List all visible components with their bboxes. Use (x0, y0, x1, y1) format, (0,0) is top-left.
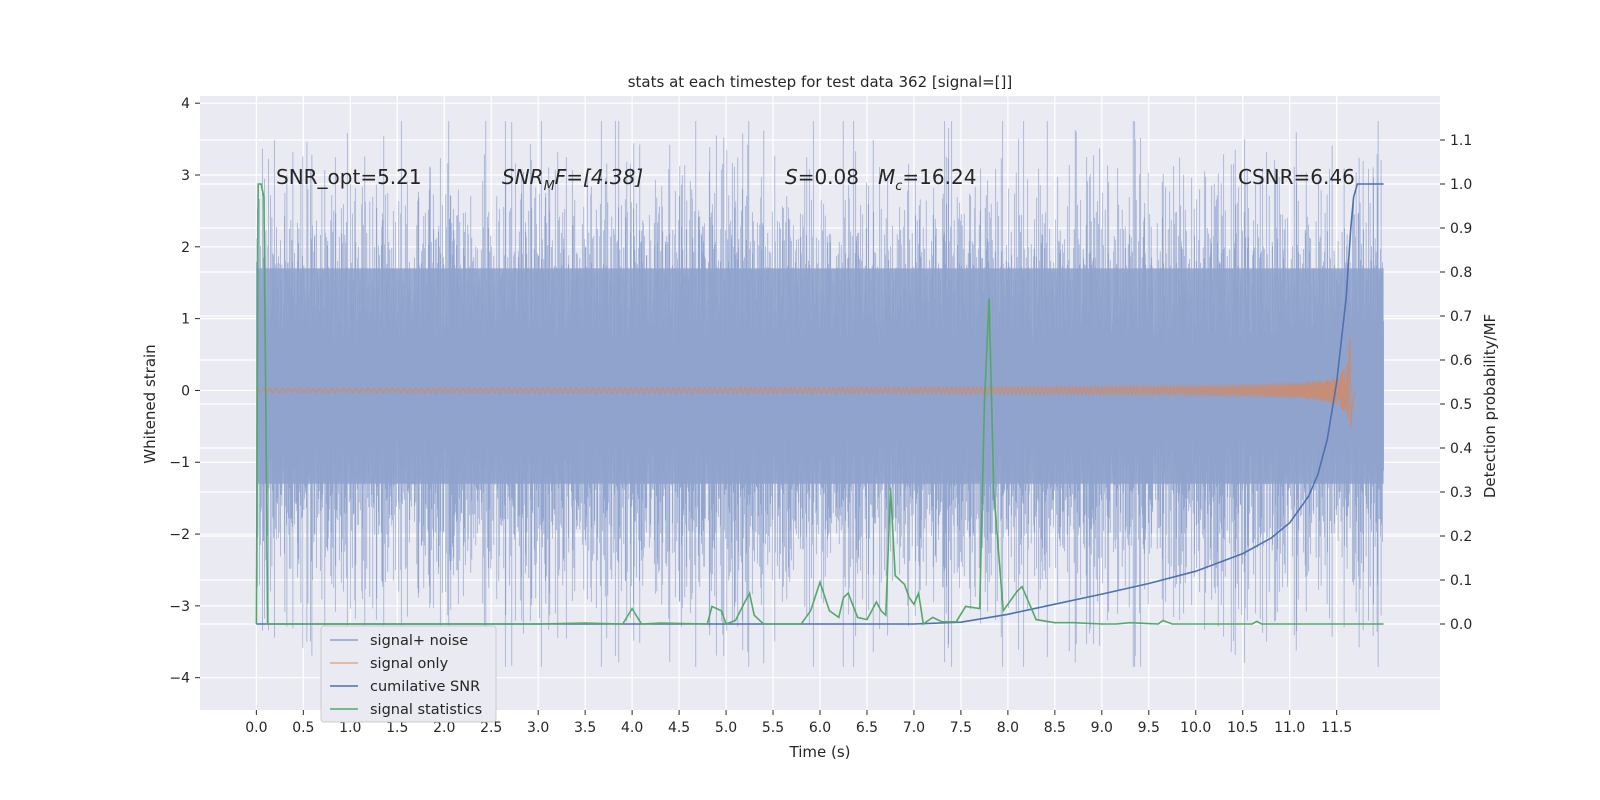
x-tick-label: 1.0 (339, 720, 361, 736)
x-tick-label: 1.5 (386, 720, 408, 736)
right-y-tick-label: 0.1 (1450, 573, 1472, 589)
left-y-tick-label: −4 (169, 671, 190, 687)
right-y-tick-label: 0.8 (1450, 265, 1472, 281)
x-tick-label: 5.0 (715, 720, 737, 736)
right-y-axis-label: Detection probability/MF (1481, 314, 1499, 498)
legend-label: signal statistics (370, 702, 482, 718)
signal-noise-series (256, 121, 1384, 667)
left-y-axis-ticks: 4 3 2 1 0 −1 −2 −3 −4 (169, 96, 200, 687)
legend-label: cumilative SNR (370, 679, 480, 695)
x-tick-label: 4.5 (668, 720, 690, 736)
x-tick-label: 7.5 (950, 720, 972, 736)
x-tick-label: 6.0 (809, 720, 831, 736)
x-tick-label: 8.5 (1044, 720, 1066, 736)
right-y-tick-label: 0.7 (1450, 309, 1472, 325)
left-y-axis-label: Whitened strain (141, 344, 159, 463)
chart-title: stats at each timestep for test data 362… (628, 73, 1013, 91)
x-tick-label: 3.5 (574, 720, 596, 736)
right-y-tick-label: 0.3 (1450, 485, 1472, 501)
annotation-snr-mf: SNRMF=[4.38] (502, 165, 643, 194)
cumulative-snr-series (256, 183, 1384, 625)
x-tick-label: 10.0 (1180, 720, 1211, 736)
left-y-tick-label: 1 (181, 312, 190, 328)
right-y-tick-label: 0.4 (1450, 441, 1472, 457)
left-y-tick-label: 2 (181, 240, 190, 256)
right-y-tick-label: 0.0 (1450, 617, 1472, 633)
legend-label: signal+ noise (370, 633, 468, 649)
x-tick-label: 8.0 (997, 720, 1019, 736)
right-y-tick-label: 0.9 (1450, 221, 1472, 237)
x-tick-label: 6.5 (856, 720, 878, 736)
annotation-mc: Mc=16.24 (878, 165, 976, 194)
left-y-tick-label: 0 (181, 383, 190, 399)
signal-only-line (255, 338, 1356, 427)
legend-label: signal only (370, 656, 449, 672)
right-y-axis-ticks: 1.1 1.0 0.9 0.8 0.7 0.6 0.5 0.4 0.3 0.2 0.1 0.0 (1440, 133, 1472, 633)
x-tick-label: 0.5 (292, 720, 314, 736)
left-y-tick-label: −3 (169, 599, 190, 615)
right-y-tick-label: 0.6 (1450, 353, 1472, 369)
x-tick-label: 2.5 (480, 720, 502, 736)
x-tick-label: 3.0 (527, 720, 549, 736)
left-y-tick-label: −1 (169, 455, 190, 471)
x-tick-label: 0.0 (245, 720, 267, 736)
right-y-tick-label: 1.1 (1450, 133, 1472, 149)
x-tick-label: 11.5 (1321, 720, 1352, 736)
legend: signal+ noise signal only cumilative SNR si… (320, 625, 497, 723)
annotation-snr-opt: SNR_opt=5.21 (276, 165, 422, 189)
signal-statistics-line (255, 183, 1384, 626)
annotation-s: S=0.08 (785, 165, 859, 189)
legend-box (320, 625, 497, 723)
annotation-csnr: CSNR=6.46 (1238, 165, 1355, 189)
left-y-tick-label: 3 (181, 168, 190, 184)
annotations: SNR_opt=5.21 SNRMF=[4.38] S=0.08 Mc=16.2… (276, 165, 1355, 194)
x-tick-label: 11.0 (1274, 720, 1305, 736)
x-tick-label: 10.5 (1227, 720, 1258, 736)
plot-area (255, 121, 1384, 667)
x-tick-label: 5.5 (762, 720, 784, 736)
right-y-tick-label: 0.2 (1450, 529, 1472, 545)
signal-only-series (255, 338, 1356, 427)
x-tick-label: 9.0 (1091, 720, 1113, 736)
x-axis-ticks: 0.0 0.5 1.0 1.5 2.0 2.5 3.0 3.5 4.0 4.5 5.0 5.5 6.0 6… (245, 710, 1352, 736)
signal-statistics-series (255, 183, 1384, 626)
right-y-tick-label: 0.5 (1450, 397, 1472, 413)
x-axis-label: Time (s) (789, 743, 851, 761)
right-y-tick-label: 1.0 (1450, 177, 1472, 193)
left-y-tick-label: −2 (169, 527, 190, 543)
x-tick-label: 4.0 (621, 720, 643, 736)
x-tick-label: 7.0 (903, 720, 925, 736)
x-tick-label: 2.0 (433, 720, 455, 736)
x-tick-label: 9.5 (1138, 720, 1160, 736)
left-y-tick-label: 4 (181, 96, 190, 112)
cumulative-snr-line (256, 183, 1384, 625)
